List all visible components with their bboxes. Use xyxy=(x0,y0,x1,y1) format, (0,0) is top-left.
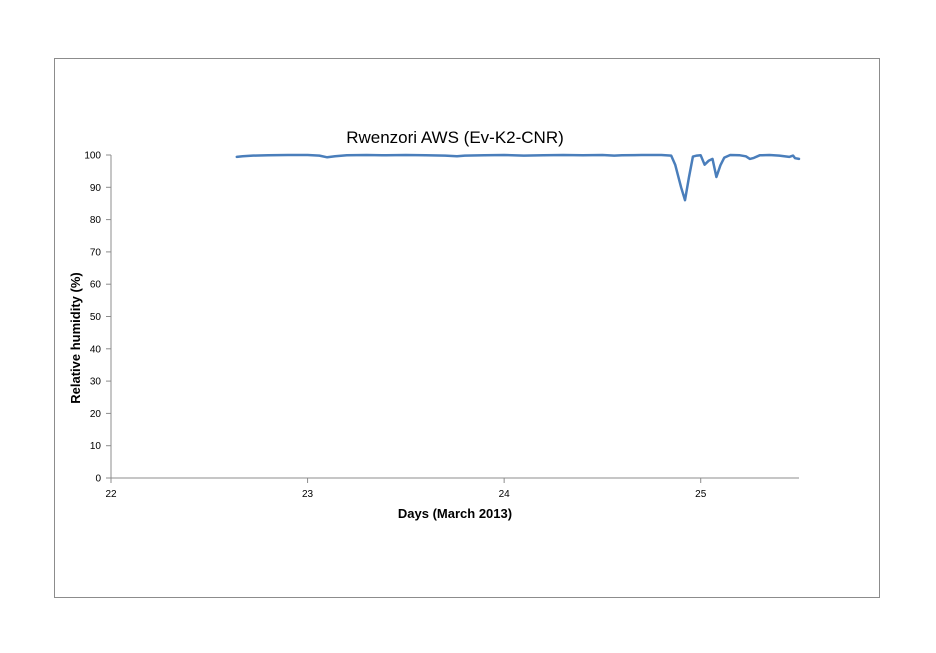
axis-ticks: 0 10 20 30 40 50 60 70 80 90 100 22 23 24 25 xyxy=(84,151,706,501)
series-lines xyxy=(235,153,801,202)
x-tick-label: 23 xyxy=(302,489,314,500)
y-tick-label: 50 xyxy=(90,312,102,323)
y-axis-title: Relative humidity (%) xyxy=(68,272,83,403)
y-tick-label: 30 xyxy=(90,377,102,388)
y-tick-label: 70 xyxy=(90,247,102,258)
chart-frame xyxy=(54,58,880,598)
x-axis-title: Days (March 2013) xyxy=(398,506,512,521)
x-tick-label: 25 xyxy=(695,489,707,500)
y-tick-label: 60 xyxy=(90,280,102,291)
x-tick-label: 22 xyxy=(105,489,117,500)
y-tick-label: 20 xyxy=(90,409,102,420)
series-line-0 xyxy=(235,153,801,202)
y-tick-label: 0 xyxy=(95,474,101,485)
chart-title: Rwenzori AWS (Ev-K2-CNR) xyxy=(346,128,564,147)
y-tick-label: 100 xyxy=(84,151,101,162)
y-tick-label: 80 xyxy=(90,215,102,226)
y-tick-label: 10 xyxy=(90,441,102,452)
x-tick-label: 24 xyxy=(499,489,511,500)
y-tick-label: 40 xyxy=(90,344,102,355)
y-tick-label: 90 xyxy=(90,183,102,194)
